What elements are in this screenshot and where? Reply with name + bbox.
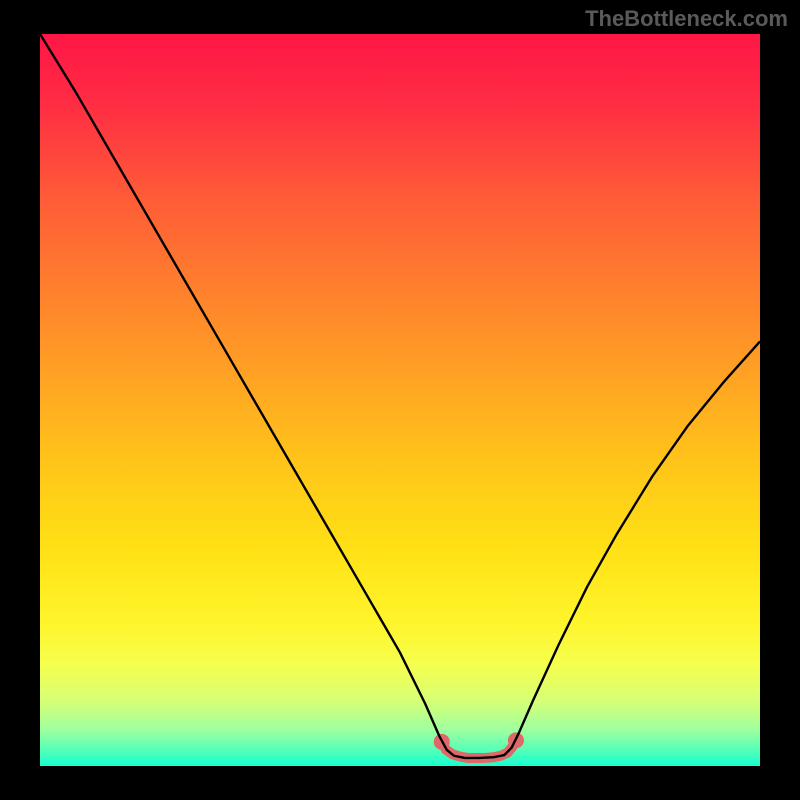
chart-background xyxy=(40,34,760,766)
chart-svg xyxy=(40,34,760,766)
chart-plot-area xyxy=(40,34,760,766)
watermark-text: TheBottleneck.com xyxy=(585,6,788,32)
